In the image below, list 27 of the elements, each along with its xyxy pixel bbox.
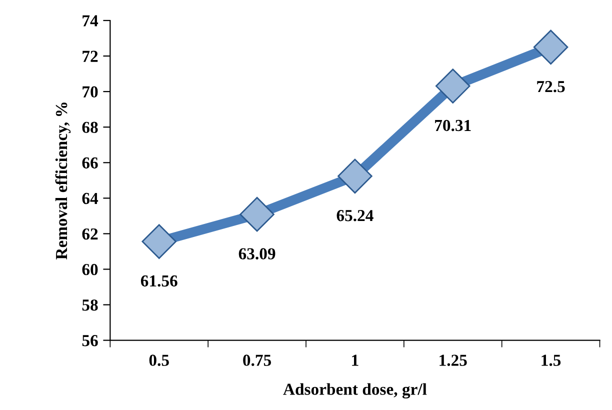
y-tick-label: 74: [82, 15, 98, 26]
point: [533, 30, 568, 65]
data-label: 70.31: [435, 120, 471, 132]
data-label: 63.09: [238, 248, 276, 260]
y-tick-label: 56: [82, 335, 98, 346]
y-tick-label: 68: [82, 122, 98, 134]
x-tick-label: 1: [352, 354, 358, 366]
y-tick-label: 72: [82, 50, 98, 62]
x-tick-label: 0.5: [149, 354, 169, 366]
point: [240, 196, 274, 232]
point: [435, 68, 470, 104]
y-tick-label: 70: [82, 86, 98, 98]
x-axis-title: Adsorbent dose, gr/l: [283, 383, 427, 398]
y-tick-label: 62: [82, 228, 98, 240]
y-tick-label: 58: [82, 299, 98, 311]
y-tick-label: 66: [82, 157, 98, 169]
point: [142, 224, 177, 259]
data-label: 61.56: [140, 275, 178, 287]
x-tick-label: 1.5: [542, 354, 561, 366]
y-tick-label: 60: [82, 264, 98, 276]
x-tick-label: 0.75: [243, 354, 272, 366]
data-label: 72.5: [537, 81, 565, 92]
y-tick-label: 64: [82, 192, 98, 204]
point: [338, 158, 372, 194]
y-axis-title: Removal efficiency, %: [55, 102, 71, 260]
x-tick-label: 1.25: [440, 354, 467, 366]
data-label: 65.24: [336, 210, 374, 222]
